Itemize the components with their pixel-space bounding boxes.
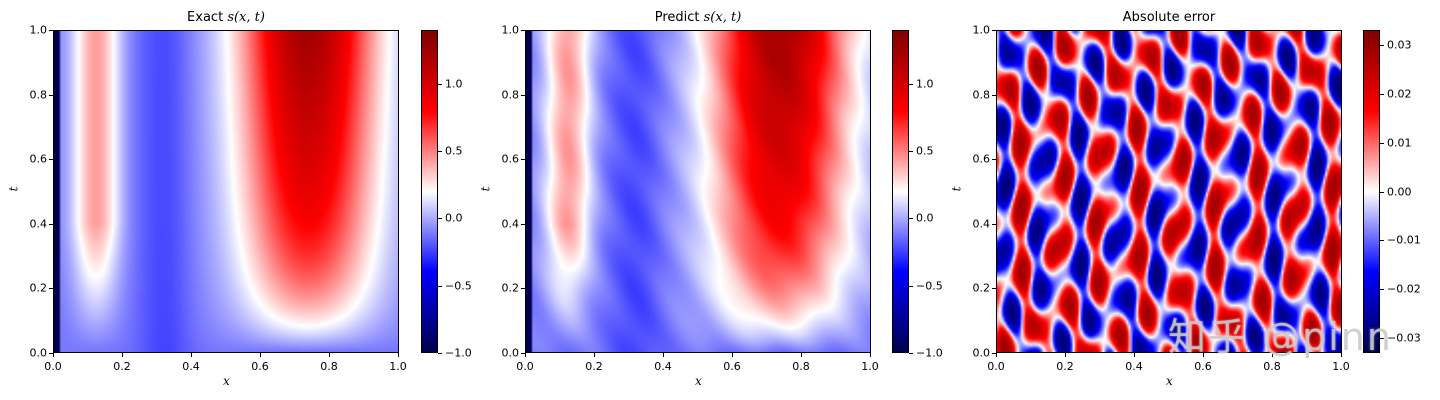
x-tick: 1.0: [861, 360, 879, 373]
x-tick: 0.0: [516, 360, 534, 373]
colorbar-tick: 0.00: [1387, 185, 1412, 198]
title-math: s(x, t): [227, 10, 265, 25]
colorbar-tick: 0.0: [445, 211, 463, 225]
y-tick: 0.8: [29, 88, 48, 102]
x-axis-label: x: [695, 374, 702, 388]
x-tick: 1.0: [1332, 360, 1350, 373]
x-tick: 0.2: [1056, 360, 1074, 373]
y-tick: 0.2: [972, 281, 991, 295]
x-tick: 0.4: [1125, 360, 1143, 373]
colorbar-tick: −0.5: [445, 279, 472, 293]
x-tick: 0.6: [251, 360, 269, 373]
colorbar-tick: −0.02: [1387, 282, 1421, 296]
y-tick: 0.8: [501, 88, 520, 102]
y-tick: 0.6: [972, 152, 991, 166]
chart-title: Absolute error: [996, 10, 1342, 25]
x-tick: 0.6: [723, 360, 741, 373]
x-tick: 0.8: [1263, 360, 1281, 373]
y-tick: 1.0: [972, 23, 991, 37]
colorbar-tick: 0.5: [445, 144, 463, 158]
x-tick: 0.4: [654, 360, 672, 373]
watermark: 知乎 @pinn: [1168, 315, 1393, 359]
y-tick: 0.2: [501, 281, 520, 295]
y-tick: 0.0: [972, 346, 991, 360]
colorbar-tick: 0.01: [1387, 136, 1412, 150]
x-tick: 0.0: [987, 360, 1005, 373]
y-tick: 0.6: [29, 152, 48, 166]
title-text: Predict: [654, 10, 704, 25]
y-tick: 1.0: [501, 23, 520, 37]
y-tick: 0.4: [972, 217, 991, 231]
x-axis-label: x: [1166, 374, 1173, 388]
y-tick: 0.8: [972, 88, 991, 102]
x-tick: 0.6: [1194, 360, 1212, 373]
y-tick: 0.0: [29, 346, 48, 360]
y-tick: 0.6: [501, 152, 520, 166]
colorbar-tick: −0.03: [1387, 331, 1421, 345]
colorbar-tick: 0.03: [1387, 38, 1412, 52]
colorbar-tick: 1.0: [445, 77, 463, 91]
y-axis-label: t: [6, 186, 21, 192]
heatmap-plot-area: [53, 30, 399, 353]
x-tick: 0.4: [182, 360, 200, 373]
colorbar: [1363, 30, 1380, 353]
x-axis-label: x: [223, 374, 230, 388]
heatmap-plot-area: [525, 30, 871, 353]
x-tick: 0.8: [320, 360, 338, 373]
colorbar: [892, 30, 909, 353]
colorbar-tick: 1.0: [916, 77, 934, 91]
y-axis-label: t: [478, 186, 493, 192]
title-math: s(x, t): [703, 10, 742, 25]
colorbar-tick: 0.0: [916, 211, 934, 225]
x-tick: 0.2: [113, 360, 131, 373]
y-tick: 0.2: [29, 281, 48, 295]
colorbar-tick: −0.01: [1387, 233, 1421, 247]
y-axis-label: t: [949, 186, 964, 192]
heatmap-plot-area: [996, 30, 1342, 353]
y-tick: 0.4: [29, 217, 48, 231]
x-tick: 0.0: [44, 360, 62, 373]
colorbar-tick: 0.5: [916, 144, 934, 158]
title-text: Absolute error: [1122, 10, 1216, 25]
chart-title: Exact s(x, t): [53, 10, 399, 25]
colorbar-tick: 0.02: [1387, 87, 1412, 101]
title-text: Exact: [187, 10, 228, 25]
chart-title: Predict s(x, t): [525, 10, 871, 25]
colorbar-tick: −1.0: [916, 346, 943, 360]
x-tick: 1.0: [389, 360, 407, 373]
x-tick: 0.2: [585, 360, 603, 373]
colorbar-tick: −1.0: [445, 346, 472, 360]
colorbar: [421, 30, 438, 353]
colorbar-tick: −0.5: [916, 279, 943, 293]
y-tick: 0.4: [501, 217, 520, 231]
y-tick: 0.0: [501, 346, 520, 360]
y-tick: 1.0: [29, 23, 48, 37]
x-tick: 0.8: [792, 360, 810, 373]
